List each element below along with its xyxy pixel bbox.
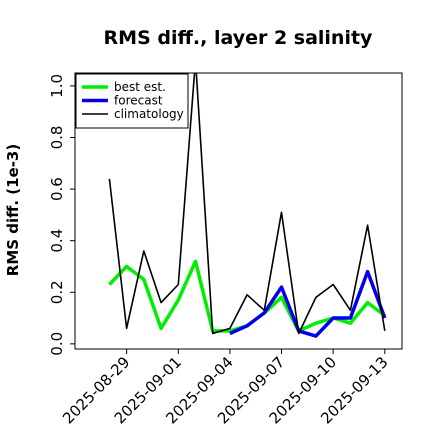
y-axis-label: RMS diff. (1e-3) [4,144,22,276]
plot-frame [74,72,403,350]
y-axis: 0.0 0.2 0.4 0.6 0.8 1.0 [48,74,75,356]
y-tick-label: 0.2 [48,280,66,304]
y-tick-label: 0.0 [48,332,66,356]
legend-entry: forecast [114,94,163,108]
chart-title: RMS diff., layer 2 salinity [104,27,374,49]
legend-entry: climatology [114,107,184,121]
series-line-forecast [229,269,387,338]
series-line-climatology [108,73,386,335]
x-axis: 2025-08-292025-09-012025-09-042025-09-07… [59,349,392,427]
y-tick-label: 1.0 [48,74,66,98]
y-tick-label: 0.8 [48,126,66,150]
y-tick-label: 0.6 [48,177,66,201]
legend-entry: best est. [114,80,166,94]
y-tick-label: 0.4 [48,229,66,253]
series-layer [108,73,387,338]
